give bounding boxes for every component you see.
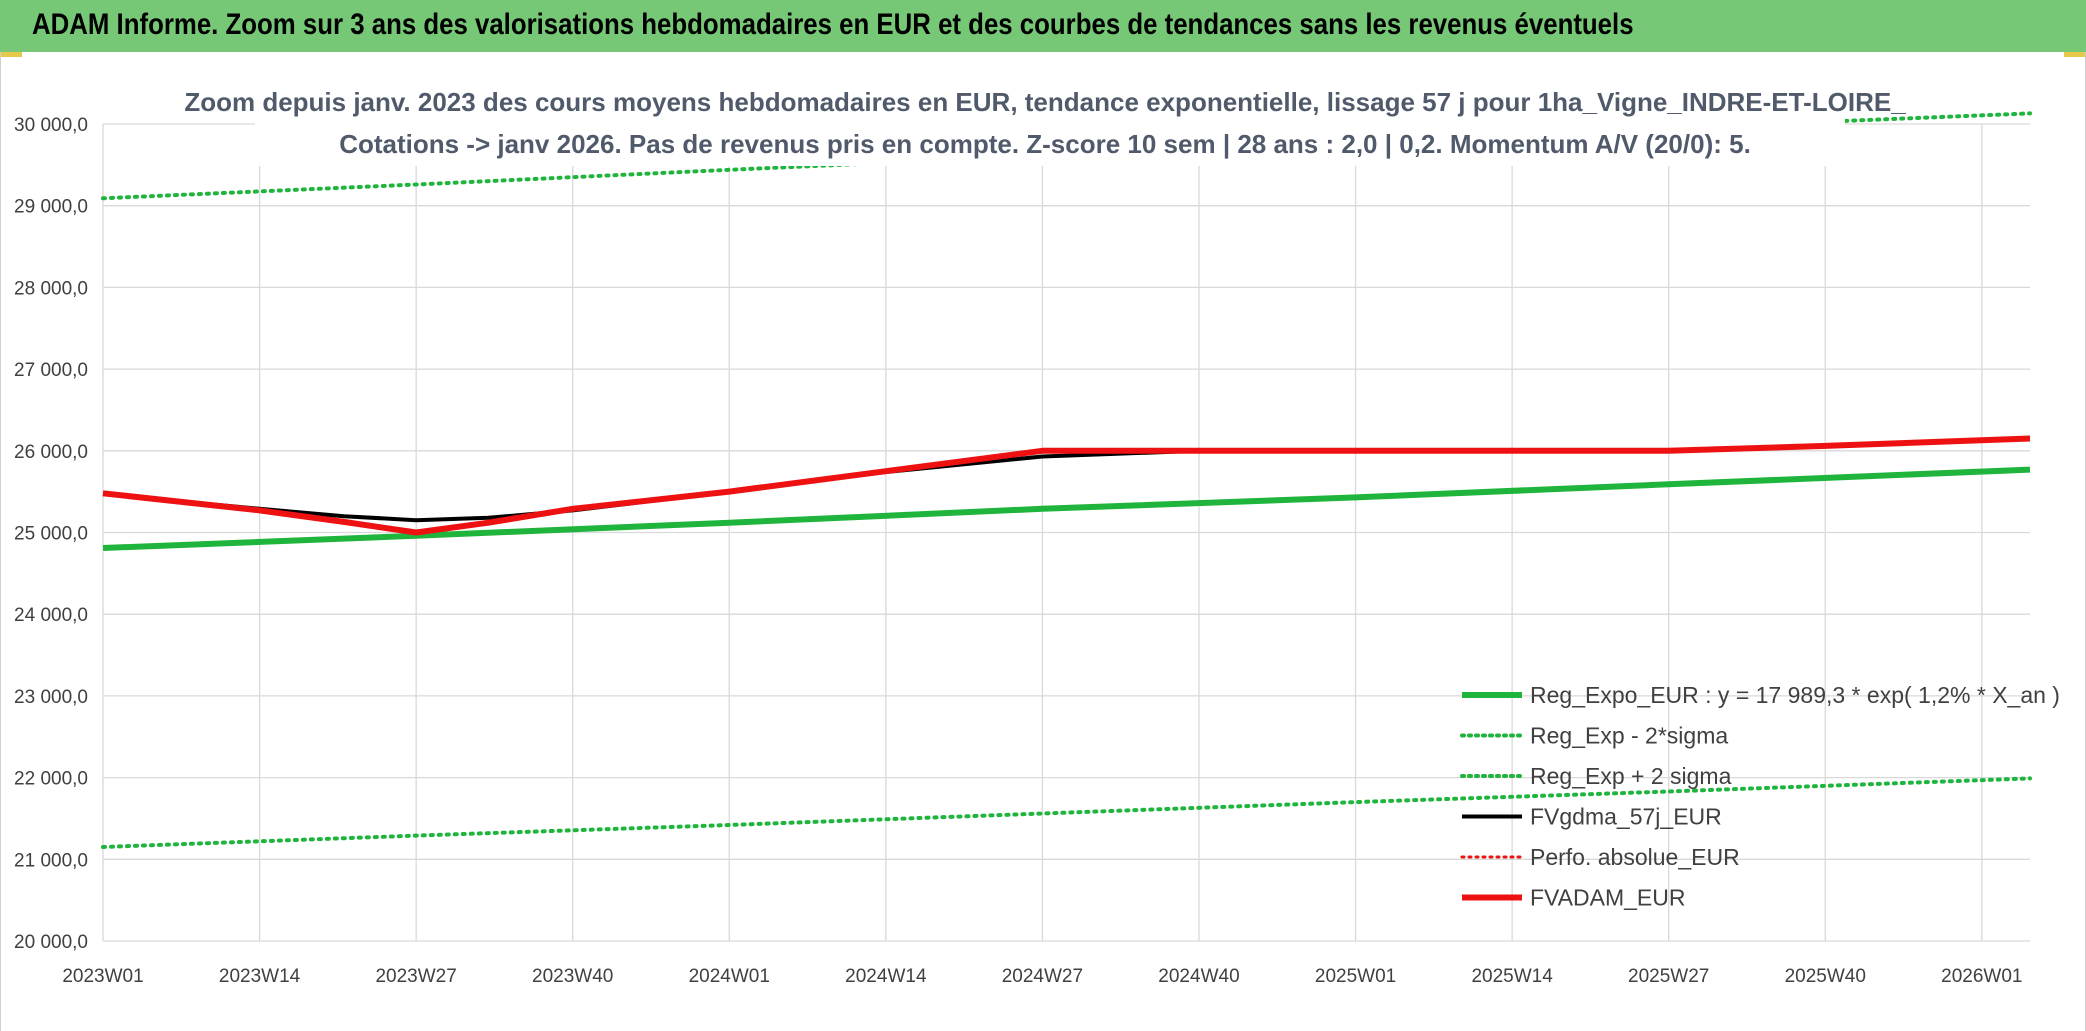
y-tick-label: 27 000,0 <box>14 360 88 381</box>
corner-marker-right <box>2064 52 2086 57</box>
x-tick-label: 2023W01 <box>62 966 143 987</box>
y-tick-label: 29 000,0 <box>14 197 88 218</box>
series-line-1 <box>101 776 2032 849</box>
title-background <box>255 80 1845 166</box>
y-tick-label: 24 000,0 <box>14 605 88 626</box>
legend-label: Reg_Expo_EUR : y = 17 989,3 * exp( 1,2% … <box>1530 682 2060 708</box>
x-tick-label: 2024W27 <box>1002 966 1083 987</box>
x-tick-label: 2025W01 <box>1315 966 1396 987</box>
y-tick-label: 26 000,0 <box>14 442 88 463</box>
y-tick-label: 22 000,0 <box>14 769 88 790</box>
x-tick-label: 2024W40 <box>1158 966 1239 987</box>
corner-marker-left <box>0 52 22 57</box>
y-tick-label: 21 000,0 <box>14 850 88 871</box>
chart-title-line-2: Cotations -> janv 2026. Pas de revenus p… <box>339 129 1751 159</box>
y-tick-label: 20 000,0 <box>14 932 88 953</box>
x-tick-label: 2024W14 <box>845 966 927 987</box>
y-tick-label: 23 000,0 <box>14 687 88 708</box>
x-tick-label: 2023W27 <box>375 966 456 987</box>
chart-title-line-1: Zoom depuis janv. 2023 des cours moyens … <box>184 87 1906 117</box>
legend-label: FVgdma_57j_EUR <box>1530 804 1722 830</box>
y-tick-label: 25 000,0 <box>14 524 88 545</box>
x-tick-label: 2024W01 <box>689 966 770 987</box>
series-line-0 <box>102 466 2031 551</box>
gridlines <box>102 123 2030 942</box>
x-tick-label: 2023W14 <box>219 966 301 987</box>
x-tick-label: 2023W40 <box>532 966 613 987</box>
legend-label: Perfo. absolue_EUR <box>1530 844 1740 870</box>
y-axis-ticks: 20 000,0 21 000,0 22 000,0 23 000,0 24 000,0… <box>14 115 88 953</box>
header-bar <box>0 0 2086 52</box>
series-lines <box>101 111 2032 849</box>
x-axis-ticks: 2023W01 2023W14 2023W27 2023W40 2024W01 2024W… <box>62 966 2022 987</box>
x-tick-label: 2025W40 <box>1785 966 1866 987</box>
series-line-5 <box>102 435 2031 536</box>
y-tick-label: 30 000,0 <box>14 115 88 136</box>
legend: Reg_Expo_EUR : y = 17 989,3 * exp( 1,2% … <box>1460 682 2060 911</box>
y-tick-label: 28 000,0 <box>14 278 88 299</box>
x-tick-label: 2025W14 <box>1471 966 1553 987</box>
x-tick-label: 2025W27 <box>1628 966 1709 987</box>
legend-label: FVADAM_EUR <box>1530 885 1686 911</box>
x-tick-label: 2026W01 <box>1941 966 2022 987</box>
legend-label: Reg_Exp + 2 sigma <box>1530 763 1732 789</box>
report-title: ADAM Informe. Zoom sur 3 ans des valoris… <box>32 8 1634 41</box>
legend-label: Reg_Exp - 2*sigma <box>1530 723 1728 749</box>
